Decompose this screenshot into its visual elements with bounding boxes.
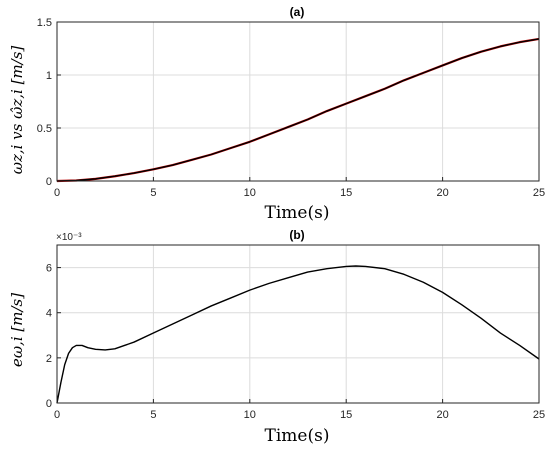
panel-a-plot-area <box>57 22 539 181</box>
panel-a-xtick-label: 15 <box>340 187 352 199</box>
panel-b-ylabel: eω,i [m/s] <box>8 293 26 367</box>
panel-b-ytick-label: 0 <box>46 398 52 410</box>
panel-b-ytick-label: 4 <box>46 308 52 320</box>
panel-b-title: (b) <box>289 228 304 242</box>
panel-b-plot-area <box>57 245 539 403</box>
panel-b-xtick-label: 5 <box>150 409 156 421</box>
panel-b-ytick-label: 2 <box>46 353 52 365</box>
panel-b-xlabel: Time(s) <box>265 426 330 446</box>
panel-a-xtick-label: 0 <box>54 187 60 199</box>
panel-a-xtick-label: 5 <box>150 187 156 199</box>
panel-b-axes-box <box>56 244 540 404</box>
panel-a-title: (a) <box>290 5 305 19</box>
panel-b-xtick-label: 10 <box>244 409 256 421</box>
panel-a-ytick-label: 1 <box>46 70 52 82</box>
panel-a-ylabel: ωz,i vs ω̂z,i [m/s] <box>8 46 26 175</box>
panel-b: 0 5 10 15 20 25 0 2 4 6 <box>46 244 545 421</box>
panel-a: 0 5 10 15 20 25 0 0.5 1 1.5 <box>37 17 545 199</box>
panel-b-xtick-label: 15 <box>340 409 352 421</box>
panel-b-xtick-label: 0 <box>54 409 60 421</box>
panel-a-xtick-label: 20 <box>436 187 448 199</box>
panel-a-ytick-label: 1.5 <box>37 17 52 29</box>
panel-b-ytick-label: 6 <box>46 263 52 275</box>
panel-b-series-line-0 <box>56 265 540 404</box>
panel-b-xtick-label: 25 <box>533 409 545 421</box>
panel-a-xtick-label: 25 <box>533 187 545 199</box>
panel-a-axes-box <box>56 21 540 182</box>
panel-a-xlabel: Time(s) <box>265 203 330 223</box>
panel-a-series-line-1 <box>56 38 540 182</box>
panel-a-xtick-label: 10 <box>244 187 256 199</box>
panel-a-ytick-label: 0 <box>46 176 52 188</box>
panel-a-ytick-label: 0.5 <box>37 123 52 135</box>
panel-b-xtick-label: 20 <box>436 409 448 421</box>
panel-b-multiplier: ×10⁻³ <box>56 232 82 243</box>
